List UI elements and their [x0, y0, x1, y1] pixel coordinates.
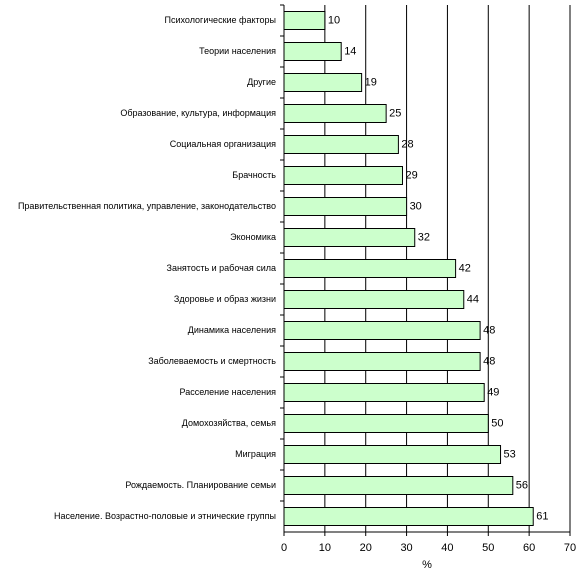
- y-tick-label: Экономика: [230, 232, 276, 242]
- x-tick-label: 20: [360, 542, 372, 554]
- data-label: 25: [389, 107, 401, 119]
- bar: [283, 197, 408, 216]
- data-label: 50: [491, 417, 503, 429]
- y-tick-label: Здоровье и образ жизни: [174, 294, 276, 304]
- y-tick-label: Динамика населения: [188, 325, 276, 335]
- y-tick-label: Теории населения: [199, 46, 276, 56]
- data-label: 48: [483, 324, 495, 336]
- x-tick-label: 60: [523, 542, 535, 554]
- y-tick-label: Рождаемость. Планирование семьи: [125, 480, 276, 490]
- y-tick-label: Социальная организация: [170, 139, 276, 149]
- bar: [283, 73, 363, 92]
- x-tick-label: 70: [564, 542, 576, 554]
- bar: [283, 445, 502, 464]
- bar: [283, 259, 457, 278]
- data-label: 49: [487, 386, 499, 398]
- data-label: 56: [516, 479, 528, 491]
- data-label: 44: [467, 293, 479, 305]
- y-tick-label: Психологические факторы: [165, 15, 277, 25]
- y-tick-label: Домохозяйства, семья: [182, 418, 276, 428]
- y-tick-label: Образование, культура, информация: [120, 108, 276, 118]
- data-label: 14: [344, 45, 356, 57]
- bar: [283, 104, 387, 123]
- y-tick-label: Миграция: [235, 449, 276, 459]
- data-label: 42: [459, 262, 471, 274]
- bar: [283, 383, 485, 402]
- y-tick-label: Занятость и рабочая сила: [167, 263, 276, 273]
- bar: [283, 321, 481, 340]
- bar: [283, 11, 326, 30]
- y-tick-label: Правительственная политика, управление, …: [18, 201, 276, 211]
- bar: [283, 290, 465, 309]
- x-tick-label: 0: [281, 542, 287, 554]
- y-tick-label: Расселение населения: [180, 387, 277, 397]
- data-label: 10: [328, 14, 340, 26]
- bar: [283, 42, 342, 61]
- data-label: 30: [410, 200, 422, 212]
- data-label: 19: [365, 76, 377, 88]
- data-label: 61: [536, 510, 548, 522]
- bar: [283, 476, 514, 495]
- data-label: 28: [401, 138, 413, 150]
- data-label: 32: [418, 231, 430, 243]
- bar: [283, 414, 489, 433]
- x-tick-label: 40: [441, 542, 453, 554]
- bar: [283, 507, 534, 526]
- bar: [283, 352, 481, 371]
- x-axis-label: %: [422, 559, 432, 571]
- x-tick-label: 10: [319, 542, 331, 554]
- x-tick-label: 50: [482, 542, 494, 554]
- data-label: 29: [405, 169, 417, 181]
- x-tick-label: 30: [400, 542, 412, 554]
- y-tick-label: Другие: [247, 77, 276, 87]
- y-tick-label: Заболеваемость и смертность: [148, 356, 276, 366]
- bar: [283, 135, 399, 154]
- y-tick-label: Население. Возрастно-половые и этнически…: [54, 511, 276, 521]
- data-label: 53: [504, 448, 516, 460]
- bar: [283, 228, 416, 247]
- data-label: 48: [483, 355, 495, 367]
- bar: [283, 166, 403, 185]
- y-tick-label: Брачность: [232, 170, 276, 180]
